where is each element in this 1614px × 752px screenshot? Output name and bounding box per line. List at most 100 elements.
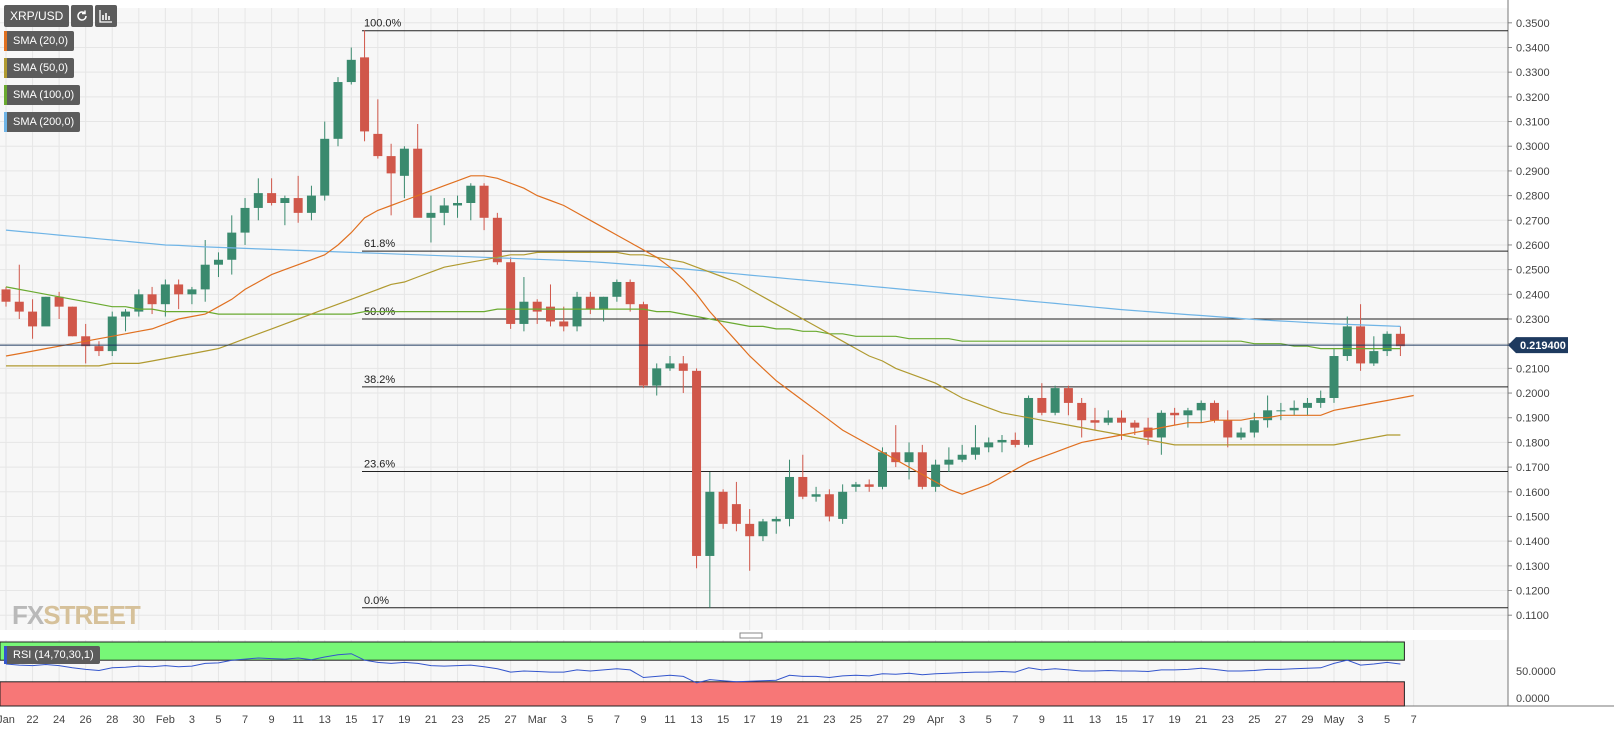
y-tick-label: 0.1700 [1516, 462, 1550, 474]
candle-down [585, 296, 595, 310]
x-tick-label: 19 [770, 714, 782, 726]
fxstreet-logo: FXSTREET [12, 600, 141, 631]
y-tick-label: 0.2100 [1516, 363, 1550, 375]
candle-up [1369, 351, 1379, 364]
candle-up [1329, 356, 1339, 398]
rsi-legend[interactable]: RSI (14,70,30,1) [4, 646, 100, 664]
candle-up [612, 281, 622, 297]
x-tick-label: 11 [664, 714, 675, 726]
x-tick-label: 13 [690, 714, 702, 726]
x-tick-label: 7 [1411, 714, 1417, 726]
candle-down [1209, 402, 1219, 421]
candle-down [28, 311, 38, 327]
legend-sma-50[interactable]: SMA (50,0) [4, 58, 75, 78]
candle-up [200, 264, 210, 290]
y-tick-label: 0.1800 [1516, 437, 1550, 449]
candle-down [1063, 388, 1073, 403]
candle-down [386, 156, 396, 174]
x-tick-label: Feb [156, 714, 175, 726]
candle-up [213, 259, 223, 265]
rsi-legend-label: RSI (14,70,30,1) [13, 649, 94, 661]
candle-down [917, 452, 927, 487]
candle-down [506, 262, 516, 324]
legend-swatch [4, 85, 7, 105]
candle-down [678, 363, 688, 371]
pane-resize-handle[interactable] [739, 632, 763, 639]
x-tick-label: 3 [959, 714, 965, 726]
candle-up [957, 454, 967, 460]
rsi-oversold-zone [0, 681, 1405, 707]
symbol-label[interactable]: XRP/USD [4, 5, 70, 27]
y-tick-label: 0.3200 [1516, 92, 1550, 104]
x-tick-label: 13 [1089, 714, 1101, 726]
candle-up [572, 296, 582, 327]
candle-up [121, 311, 131, 317]
candle-up [877, 452, 887, 487]
candle-down [1090, 420, 1100, 423]
candle-up [519, 301, 529, 324]
candle-down [625, 281, 635, 305]
x-tick-label: Apr [927, 714, 944, 726]
candle-down [731, 504, 741, 524]
candle-up [280, 198, 290, 203]
candle-down [864, 484, 874, 487]
logo-fx: FX [12, 600, 44, 630]
x-tick-label: 9 [1039, 714, 1045, 726]
candle-up [771, 518, 781, 522]
y-tick-label: 0.2700 [1516, 215, 1550, 227]
candle-up [1302, 402, 1312, 408]
candle-up [320, 138, 330, 196]
x-tick-label: 7 [614, 714, 620, 726]
candle-down [1117, 417, 1127, 423]
legend-sma-20[interactable]: SMA (20,0) [4, 31, 75, 51]
x-tick-label: 23 [823, 714, 835, 726]
logo-street: STREET [43, 600, 141, 630]
x-tick-label: 15 [345, 714, 357, 726]
x-tick-label: 27 [505, 714, 517, 726]
candle-up [1183, 410, 1193, 416]
candle-up [851, 484, 861, 487]
candle-up [439, 205, 449, 213]
candle-up [811, 494, 821, 497]
x-tick-label: Mar [528, 714, 547, 726]
refresh-icon[interactable] [71, 5, 94, 27]
y-tick-label: 0.3100 [1516, 117, 1550, 129]
candle-down [1170, 412, 1180, 416]
y-tick-label: 0.2000 [1516, 388, 1550, 400]
candle-down [267, 193, 277, 203]
bar-chart-icon[interactable] [95, 5, 118, 27]
x-tick-label: 29 [1301, 714, 1313, 726]
current-price-badge [1508, 337, 1568, 354]
fib-level-label: 61.8% [364, 238, 395, 250]
legend-sma-100[interactable]: SMA (100,0) [4, 85, 81, 105]
candle-down [692, 370, 702, 556]
x-tick-label: 11 [292, 714, 303, 726]
y-tick-label: 0.1900 [1516, 413, 1550, 425]
legend-sma-200[interactable]: SMA (200,0) [4, 112, 81, 132]
x-tick-label: 23 [451, 714, 463, 726]
candle-up [931, 464, 941, 487]
x-tick-label: 15 [717, 714, 729, 726]
candle-down [174, 284, 184, 295]
x-tick-label: 3 [561, 714, 567, 726]
sma-100-line [5, 286, 1401, 350]
candle-up [652, 368, 662, 386]
candle-up [1342, 326, 1352, 357]
x-tick-label: 13 [319, 714, 331, 726]
legend-label: SMA (50,0) [13, 62, 69, 74]
y-tick-label: 0.2900 [1516, 166, 1550, 178]
candle-down [559, 321, 569, 327]
y-tick-label: 0.2600 [1516, 240, 1550, 252]
y-tick-label: 0.2400 [1516, 289, 1550, 301]
candle-up [970, 447, 980, 455]
candle-up [240, 207, 250, 233]
x-tick-label: 25 [850, 714, 862, 726]
x-tick-label: 25 [478, 714, 490, 726]
y-tick-label: 0.3400 [1516, 42, 1550, 54]
candle-down [1143, 427, 1153, 438]
y-tick-label: 0.1100 [1516, 610, 1549, 622]
candle-up [1263, 410, 1273, 421]
y-tick-label: 0.2800 [1516, 191, 1550, 203]
y-tick-label: 0.3500 [1516, 18, 1550, 30]
